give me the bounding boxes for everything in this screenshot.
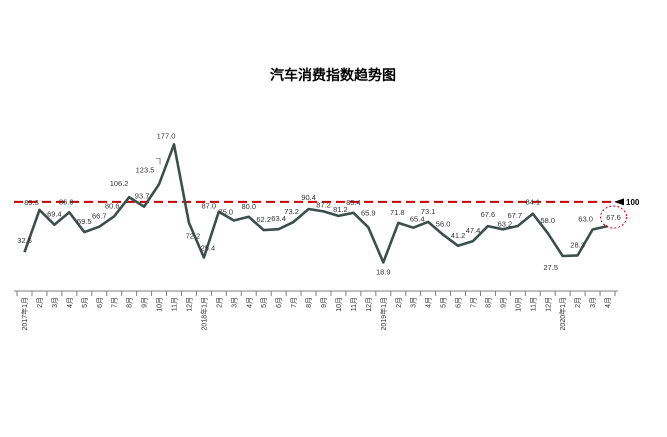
- x-tick-label: 3月: [51, 297, 59, 308]
- data-label: 84.1: [525, 198, 540, 207]
- x-tick-label: 11月: [171, 297, 179, 311]
- data-label: 73.2: [284, 207, 299, 216]
- data-label: 59.5: [77, 217, 92, 226]
- x-tick-label: 3月: [410, 297, 418, 308]
- x-tick-label: 11月: [529, 297, 537, 311]
- highlight-ellipse: [600, 205, 628, 229]
- x-tick-label: 5月: [260, 297, 268, 308]
- data-label: 32.6: [17, 236, 32, 245]
- chart-title: 汽车消费指数趋势图: [270, 67, 396, 84]
- data-label: 69.4: [47, 210, 62, 219]
- data-label: 86.0: [59, 197, 74, 206]
- data-label: 87.2: [316, 200, 331, 209]
- x-tick-label: 8月: [126, 297, 134, 308]
- reference-label: 100: [626, 198, 640, 207]
- data-label: 62.2: [256, 215, 271, 224]
- data-label: 93.7: [135, 192, 150, 201]
- x-tick-label: 9月: [499, 297, 507, 308]
- x-tick-label: 2月: [215, 297, 223, 308]
- data-label: 87.0: [201, 202, 216, 211]
- data-label: 63.2: [498, 219, 513, 228]
- data-label: 67.7: [507, 211, 522, 220]
- x-tick-label: 2018年1月: [199, 297, 208, 330]
- data-label: 80.6: [105, 201, 120, 210]
- x-axis-ticks: 2017年1月 2月 3月 4月 5月 6月 7月 8月 9月 10月 11月 12月 2018年1月 2…: [16, 291, 616, 330]
- data-label: 80.0: [241, 202, 256, 211]
- x-tick-label: 12月: [544, 297, 552, 312]
- data-label: 56.0: [436, 220, 451, 229]
- x-tick-label: 4月: [604, 297, 612, 308]
- x-tick-label: 7月: [470, 297, 478, 308]
- data-label: 25.4: [201, 244, 216, 253]
- x-tick-label: 10月: [514, 297, 522, 312]
- x-tick-label: 3月: [589, 297, 597, 308]
- x-tick-label: 2020年1月: [558, 297, 567, 330]
- x-tick-label: 6月: [275, 297, 283, 308]
- data-label: 85.4: [346, 198, 361, 207]
- x-tick-label: 7月: [111, 297, 119, 308]
- data-label: 66.7: [92, 212, 107, 221]
- data-label: 72.2: [186, 232, 201, 241]
- data-label: 89.3: [24, 198, 39, 207]
- data-label: 47.4: [466, 226, 481, 235]
- x-tick-label: 8月: [484, 297, 492, 308]
- data-label: 65.4: [410, 215, 425, 224]
- x-tick-label: 2月: [395, 297, 403, 308]
- x-tick-label: 4月: [66, 297, 74, 308]
- x-tick-label: 11月: [350, 297, 358, 311]
- data-label: 90.4: [301, 193, 316, 202]
- x-tick-label: 2017年1月: [20, 297, 29, 330]
- data-label: 65.9: [361, 208, 376, 217]
- data-label: 73.1: [421, 207, 436, 216]
- reference-arrow: [614, 198, 624, 206]
- data-label: 81.2: [333, 205, 348, 214]
- x-tick-label: 6月: [96, 297, 104, 308]
- series-line: [23, 143, 608, 264]
- data-labels: 32.6 89.3 69.4 86.0 59.566.7 80.6 106.2 93.7 123…: [17, 131, 621, 276]
- x-tick-label: 3月: [230, 297, 238, 308]
- data-label: 18.9: [376, 267, 391, 276]
- x-tick-label: 7月: [290, 297, 298, 308]
- x-tick-label: 6月: [455, 297, 463, 308]
- highlight-group: [600, 205, 628, 229]
- data-label: 123.5: [136, 165, 155, 174]
- data-label: 71.8: [390, 208, 405, 217]
- x-tick-label: 5月: [81, 297, 89, 308]
- data-label: 67.6: [606, 213, 621, 222]
- data-label: 58.0: [540, 216, 555, 225]
- x-tick-label: 10月: [156, 297, 164, 312]
- x-tick-label: 4月: [425, 297, 433, 308]
- x-tick-label: 12月: [185, 297, 193, 312]
- label-leader-line: [156, 157, 161, 165]
- data-label: 28.3: [570, 240, 585, 249]
- data-label: 63.0: [578, 215, 593, 224]
- x-tick-label: 2月: [574, 297, 582, 308]
- reference-line-group: 100: [14, 198, 640, 207]
- data-label: 27.5: [543, 263, 558, 272]
- data-label: 63.4: [271, 214, 286, 223]
- x-tick-label: 5月: [440, 297, 448, 308]
- x-tick-label: 2019年1月: [379, 297, 388, 330]
- x-tick-label: 8月: [305, 297, 313, 308]
- data-label: 106.2: [110, 179, 129, 188]
- x-tick-label: 9月: [141, 297, 149, 308]
- x-tick-label: 9月: [320, 297, 328, 308]
- data-label: 41.2: [451, 231, 466, 240]
- x-tick-label: 10月: [335, 297, 343, 312]
- data-label: 67.6: [481, 210, 496, 219]
- data-label: 75.0: [218, 208, 233, 217]
- x-tick-label: 12月: [365, 297, 373, 312]
- x-tick-label: 2月: [36, 297, 44, 308]
- data-label: 177.0: [157, 131, 176, 140]
- x-tick-label: 4月: [245, 297, 253, 308]
